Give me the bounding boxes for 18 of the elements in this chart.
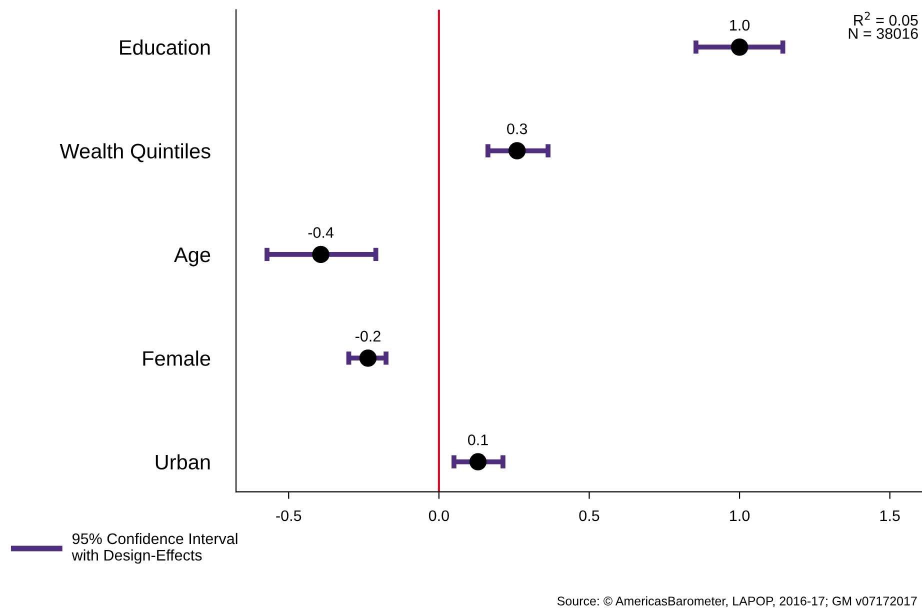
y-tick-label: Age	[174, 248, 210, 266]
data-label: 0.3	[507, 123, 528, 134]
data-label: 1.0	[730, 20, 750, 31]
y-tick-label: Wealth Quintiles	[60, 143, 210, 162]
x-tick-label: 0.0	[428, 510, 449, 522]
data-label: -0.2	[356, 330, 380, 342]
x-tick-label: 1.5	[880, 510, 900, 522]
x-tick-label: 0.5	[579, 510, 600, 522]
x-tick-label: -0.5	[276, 510, 302, 522]
data-label: -0.4	[308, 227, 334, 238]
annotation: R$^{2}$ = 0.05 N = 38016	[848, 12, 918, 39]
y-tick-label: Female	[143, 350, 210, 366]
y-tick-label: Urban	[156, 454, 210, 470]
x-tick-label: 1.0	[730, 510, 750, 522]
text: 95% Confidence Interval with Design-Effects	[72, 532, 238, 564]
y-tick-label: Education	[120, 40, 210, 55]
data-label: 0.1	[468, 434, 488, 446]
source-note: Source: © AmericasBarometer, LAPOP, 2016-17; GM v07172017	[557, 596, 917, 607]
